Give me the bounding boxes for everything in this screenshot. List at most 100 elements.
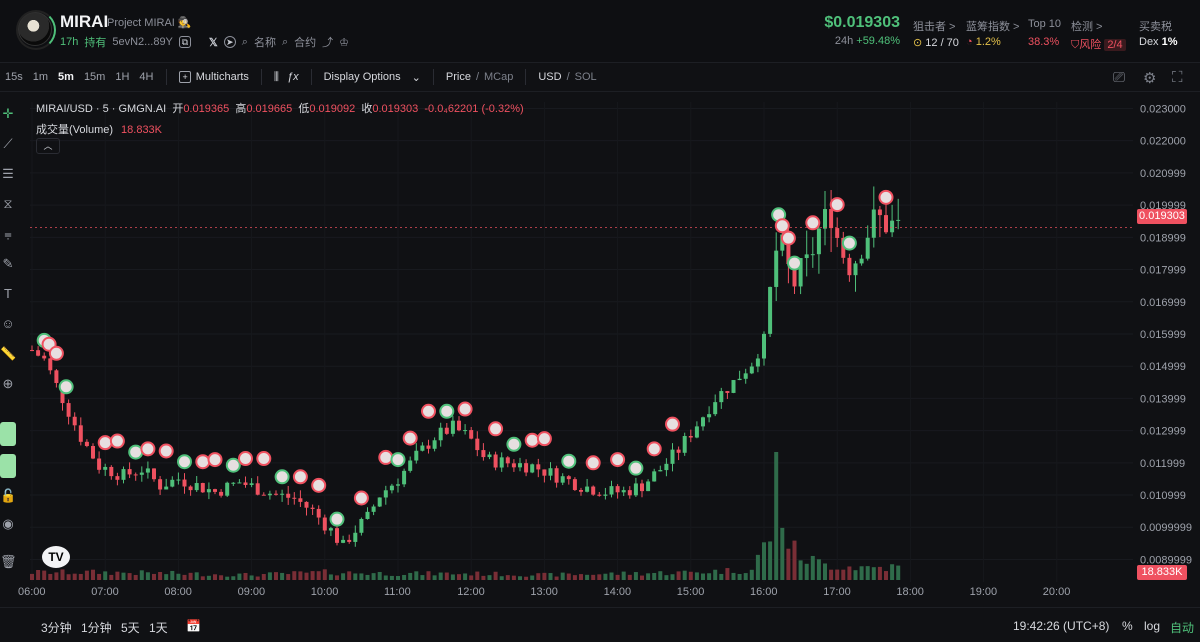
zoom-icon[interactable]: ⊕ — [2, 376, 14, 391]
percent-toggle[interactable]: % — [1122, 619, 1133, 633]
candle-body — [152, 468, 156, 480]
range-1d[interactable]: 1天 — [149, 621, 168, 635]
top10-stat[interactable]: Top 10 38.3% — [1028, 18, 1062, 48]
emoji-icon[interactable]: ☺ — [1, 316, 15, 331]
tradingview-logo[interactable]: TV — [42, 546, 70, 568]
text-icon[interactable]: T — [4, 286, 12, 301]
candle-body — [231, 482, 236, 484]
volume-bar — [847, 566, 852, 580]
volume-bar — [597, 574, 602, 580]
candle-body — [103, 466, 108, 470]
range-5d[interactable]: 5天 — [121, 621, 140, 635]
crown-icon[interactable]: ♔ — [339, 36, 349, 49]
brush-icon[interactable]: ✎ — [2, 256, 14, 271]
volume-bar — [463, 573, 468, 580]
calendar-icon[interactable]: 📅 — [186, 619, 201, 633]
fib-icon[interactable]: ⩦ — [4, 226, 12, 241]
copy-icon[interactable]: ⧉ — [178, 36, 191, 48]
crosshair-icon[interactable]: ✛ — [2, 106, 14, 121]
ohlc-legend: MIRAI/USD · 5 · GMGN.AI 开0.019365 高0.019… — [36, 103, 524, 115]
volume-bar — [322, 569, 327, 580]
price-mcap-toggle[interactable]: Price / MCap — [445, 71, 514, 83]
volume-bar — [377, 571, 382, 580]
volume-bar — [231, 576, 236, 580]
x-tick-label: 16:00 — [750, 586, 778, 598]
token-address[interactable]: 5evN2...89Y — [112, 36, 173, 48]
range-3m[interactable]: 3分钟 — [41, 621, 72, 635]
bluechip-stat[interactable]: 蓝筹指数 > ◔ 1.2% — [966, 21, 1020, 48]
settings-icon[interactable]: ⚙ — [1143, 70, 1157, 87]
lock-icon[interactable]: 🔓 — [0, 488, 17, 503]
candle-body — [188, 486, 193, 491]
volume-bar — [78, 573, 83, 580]
volume-bar — [353, 573, 358, 580]
collapse-legend-button[interactable]: ︿ — [36, 138, 60, 154]
candle-body — [426, 445, 431, 449]
share-icon[interactable]: ⤴ — [322, 37, 334, 49]
pattern-icon[interactable]: ⧖ — [3, 196, 13, 211]
trash-icon[interactable]: 🗑 — [0, 554, 17, 569]
range-1m[interactable]: 1分钟 — [81, 621, 112, 635]
contract-search-link[interactable]: 合约 — [294, 37, 317, 49]
telegram-icon[interactable]: ➤ — [223, 36, 236, 48]
name-search-link[interactable]: 名称 — [253, 37, 276, 49]
price-chart[interactable]: 0.023000 0.022000 0.020999 0.019999 0.018999… — [18, 92, 1200, 607]
candle-body — [469, 430, 474, 439]
volume-bar — [591, 574, 596, 580]
trader-avatar-marker — [207, 452, 223, 468]
trendline-icon[interactable]: ⟋ — [3, 136, 13, 151]
tf-15s[interactable]: 15s — [5, 71, 23, 83]
volume-bar — [145, 572, 150, 580]
volume-bar — [536, 573, 541, 580]
tf-5m[interactable]: 5m — [58, 71, 74, 83]
candle-body — [316, 508, 321, 518]
candle-body — [518, 463, 522, 468]
horizontal-lines-icon[interactable]: ☰ — [2, 166, 14, 181]
indicators-button[interactable]: ƒx — [283, 71, 303, 83]
usd-sol-toggle[interactable]: USD / SOL — [538, 71, 597, 83]
check-stat[interactable]: 检测 > ⛉风险 2/4 — [1071, 18, 1126, 51]
volume-bar — [511, 575, 516, 580]
tf-1m[interactable]: 1m — [32, 71, 49, 83]
auto-toggle[interactable]: 自动 — [1170, 621, 1195, 635]
lock-drawings-toggle[interactable] — [0, 454, 16, 478]
multicharts-button[interactable]: + Multicharts — [175, 71, 252, 83]
candle-body — [304, 501, 309, 508]
candle-body — [505, 457, 510, 464]
candle-body — [560, 476, 565, 483]
volume-bar — [316, 571, 321, 580]
tf-4h[interactable]: 4H — [139, 71, 154, 83]
ruler-icon[interactable]: 📏 — [0, 346, 17, 361]
volume-bar — [450, 574, 455, 580]
volume-bar — [853, 570, 858, 580]
tax-stat[interactable]: 买卖税 Dex 1% — [1139, 21, 1178, 48]
volume-bar — [823, 563, 827, 580]
chart-canvas[interactable]: 0.0230000.0220000.0209990.0199990.018999… — [18, 92, 1200, 607]
tf-15m[interactable]: 15m — [83, 71, 106, 83]
search-icon[interactable]: ⌕ — [281, 35, 289, 48]
tf-1h[interactable]: 1H — [115, 71, 130, 83]
candle-body — [267, 493, 272, 496]
volume-bar — [188, 572, 193, 580]
candle-type-button[interactable]: ⫼ — [270, 71, 283, 84]
trader-avatar-marker — [195, 454, 211, 470]
fullscreen-icon[interactable]: ⛶ — [1172, 69, 1183, 86]
y-tick-label: 0.018999 — [1140, 232, 1186, 244]
search-icon[interactable]: ⌕ — [241, 35, 248, 48]
candle-body — [609, 486, 614, 495]
snipers-stat[interactable]: 狙击者 > ⊙ 12 / 70 — [913, 21, 959, 49]
candle-body — [640, 483, 644, 492]
candle-body — [548, 468, 553, 476]
log-toggle[interactable]: log — [1144, 619, 1161, 633]
clock[interactable]: 19:42:26 (UTC+8) — [1013, 619, 1110, 633]
magnet-toggle[interactable] — [0, 422, 16, 446]
volume-bar — [768, 541, 773, 580]
display-options-button[interactable]: Display Options ⌄ — [323, 71, 421, 84]
candle-body — [890, 220, 895, 233]
eye-icon[interactable]: ◉ — [2, 516, 14, 531]
x-icon[interactable]: 𝕏 — [208, 36, 218, 49]
volume-bar — [438, 572, 443, 580]
trader-avatar-marker — [829, 197, 845, 213]
camera-icon[interactable]: ⎚ — [1113, 69, 1126, 86]
candle-body — [97, 458, 102, 470]
